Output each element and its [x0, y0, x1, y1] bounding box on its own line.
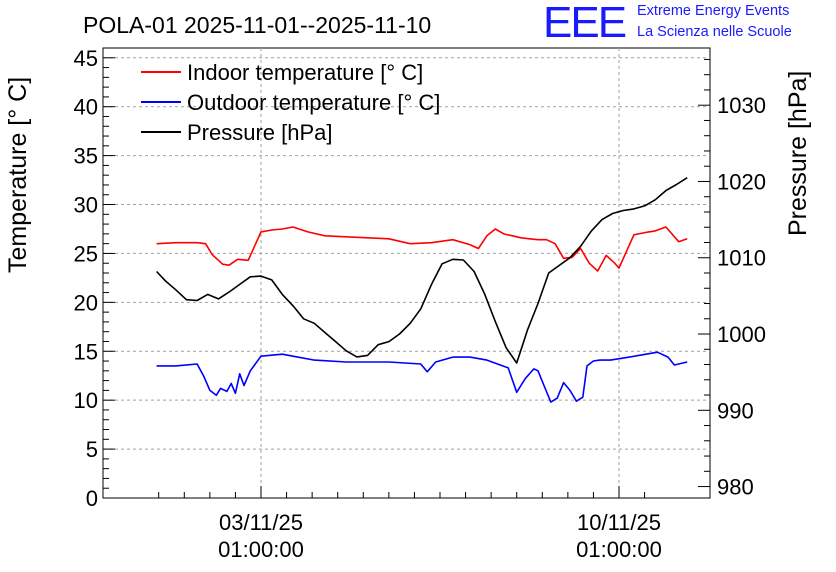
chart-title: POLA-01 2025-11-01--2025-11-10 — [83, 12, 431, 38]
y2-tick-label: 1020 — [717, 169, 766, 194]
y-tick-label: 35 — [74, 144, 98, 169]
y2-tick-label: 1030 — [717, 93, 766, 118]
plot-frame — [102, 47, 711, 499]
y-tick-label: 5 — [86, 437, 98, 462]
y2-tick-label: 1010 — [717, 246, 766, 271]
y-tick-label: 40 — [74, 95, 98, 120]
x-tick-label-date: 10/11/25 — [577, 510, 661, 535]
axes: 0 5 10 15 20 25 30 35 40 45 980 990 1000 1010 1020 1030… — [74, 46, 766, 562]
series — [156, 177, 688, 403]
series-line-3 — [156, 177, 688, 364]
y2-tick-label: 1000 — [717, 322, 766, 347]
y-axis-label: Temperature [° C] — [4, 77, 32, 273]
logo-line-2: La Scienza nelle Scuole — [637, 24, 792, 40]
y-tick-label: 25 — [74, 241, 98, 266]
x-tick-label-time: 01:00:00 — [576, 537, 662, 562]
series-line-1 — [156, 226, 688, 272]
legend-label-3: Pressure [hPa] — [187, 120, 333, 145]
legend-label-1: Indoor temperature [° C] — [187, 60, 423, 85]
grid — [103, 48, 710, 498]
x-tick-label-time: 01:00:00 — [218, 537, 304, 562]
series-line-2 — [156, 351, 688, 403]
y2-tick-label: 990 — [717, 398, 754, 423]
y-tick-label: 15 — [74, 339, 98, 364]
logo-line-1: Extreme Energy Events — [637, 3, 790, 19]
legend-label-2: Outdoor temperature [° C] — [187, 90, 440, 115]
x-tick-label-date: 03/11/25 — [219, 510, 303, 535]
y-tick-label: 30 — [74, 193, 98, 218]
y-tick-label: 20 — [74, 290, 98, 315]
legend: Indoor temperature [° C] Outdoor temperat… — [141, 60, 440, 145]
y2-axis-label: Pressure [hPa] — [784, 71, 812, 236]
y-tick-label: 45 — [74, 46, 98, 71]
eee-logo: EEE — [543, 0, 627, 47]
y-tick-label: 10 — [74, 388, 98, 413]
y-tick-label: 0 — [86, 486, 98, 511]
y2-tick-label: 980 — [717, 475, 754, 500]
